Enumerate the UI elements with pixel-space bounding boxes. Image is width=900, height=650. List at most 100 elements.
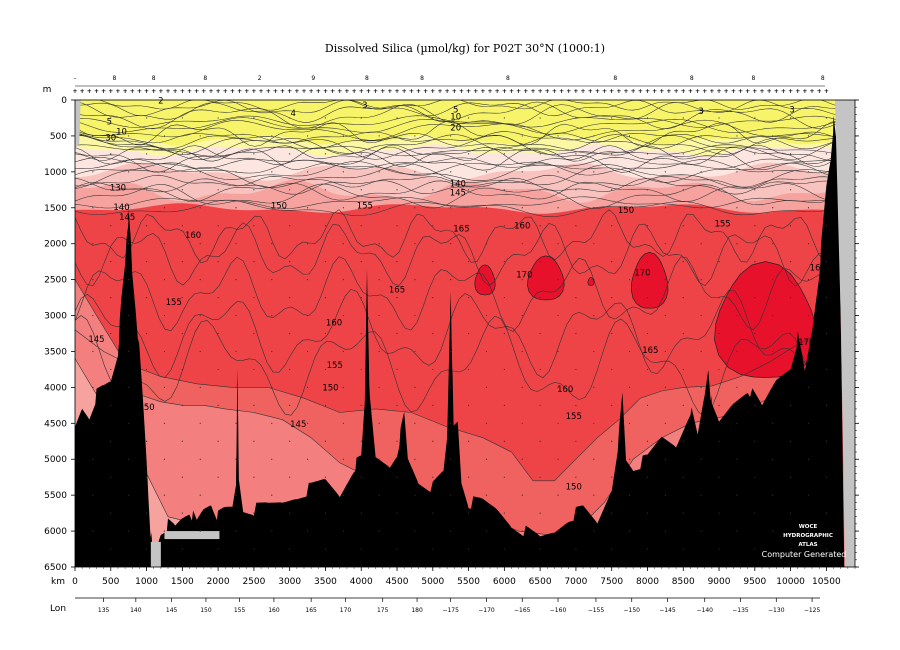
sample-dot bbox=[485, 422, 488, 424]
sample-dot bbox=[718, 189, 720, 191]
sample-dot bbox=[807, 314, 810, 317]
sample-dot bbox=[414, 171, 416, 173]
sample-dot bbox=[718, 225, 720, 227]
sample-dot bbox=[92, 171, 94, 173]
sample-dot bbox=[432, 368, 434, 371]
sample-dot bbox=[378, 135, 380, 137]
sample-dot bbox=[378, 458, 380, 460]
station-mark: + bbox=[581, 88, 586, 95]
station-mark: + bbox=[631, 88, 636, 95]
sample-dot bbox=[92, 494, 94, 496]
contour-label: 155 bbox=[166, 298, 182, 308]
x-tick-label: 2500 bbox=[242, 577, 265, 587]
sample-dot bbox=[646, 512, 649, 514]
sample-dot bbox=[539, 404, 541, 406]
sample-dot bbox=[485, 207, 488, 209]
sample-dot bbox=[92, 530, 94, 532]
sample-dot bbox=[163, 135, 166, 137]
contour-line bbox=[75, 159, 855, 176]
sample-dot bbox=[557, 458, 559, 460]
sample-dot bbox=[521, 494, 523, 496]
lon-tick-label: −160 bbox=[550, 607, 567, 614]
sample-dot bbox=[217, 332, 219, 335]
sample-dot bbox=[503, 404, 505, 406]
station-mark: + bbox=[366, 88, 371, 95]
contour-label: 160 bbox=[185, 231, 201, 241]
sample-dot bbox=[700, 279, 702, 281]
sample-dot bbox=[360, 117, 362, 119]
station-mark: + bbox=[244, 88, 249, 95]
station-label: 9 bbox=[311, 75, 315, 82]
sample-dot bbox=[485, 350, 488, 353]
sample-dot bbox=[253, 261, 255, 263]
contour-label: 150 bbox=[322, 383, 338, 393]
sample-dot bbox=[772, 422, 774, 424]
sample-dot bbox=[789, 476, 792, 478]
sample-dot bbox=[342, 135, 344, 137]
station-mark: + bbox=[309, 88, 314, 95]
sample-dot bbox=[772, 207, 774, 209]
station-mark: + bbox=[80, 88, 85, 95]
station-mark: + bbox=[280, 88, 285, 95]
station-mark: + bbox=[94, 88, 99, 95]
sample-dot bbox=[736, 494, 738, 496]
contour-label: 155 bbox=[714, 220, 730, 230]
sample-dot bbox=[736, 458, 738, 460]
sample-dot bbox=[593, 350, 595, 353]
station-label: – bbox=[74, 75, 77, 82]
station-mark: + bbox=[173, 88, 178, 95]
sample-dot bbox=[485, 135, 488, 137]
station-mark: + bbox=[87, 88, 92, 95]
axes: 0500100015002000250030003500400045005000… bbox=[43, 85, 859, 614]
sample-dot bbox=[217, 117, 219, 119]
sample-dot bbox=[825, 117, 827, 119]
contour-label: 20 bbox=[450, 123, 461, 133]
sample-dot bbox=[557, 494, 559, 496]
sample-dot bbox=[754, 296, 756, 299]
sample-dot bbox=[754, 153, 756, 155]
station-mark: + bbox=[480, 88, 485, 95]
station-mark: + bbox=[623, 88, 628, 95]
station-mark: + bbox=[652, 88, 657, 95]
sample-dot bbox=[145, 548, 148, 550]
contour-line bbox=[75, 132, 855, 150]
sample-dot bbox=[754, 404, 756, 406]
sample-dot bbox=[145, 332, 148, 335]
x-axis-label: km bbox=[51, 577, 65, 587]
lon-tick-label: 165 bbox=[305, 607, 317, 614]
sample-dot bbox=[754, 261, 756, 263]
lon-tick-label: 175 bbox=[377, 607, 389, 614]
sample-dot bbox=[664, 314, 666, 317]
contour-line bbox=[75, 144, 855, 162]
station-mark: + bbox=[638, 88, 643, 95]
sample-dot bbox=[253, 368, 255, 371]
station-mark: + bbox=[602, 88, 607, 95]
y-tick-label: 1000 bbox=[44, 168, 67, 178]
contour-label: 145 bbox=[88, 335, 104, 345]
sample-dot bbox=[539, 153, 541, 155]
contour-line bbox=[75, 256, 855, 333]
station-mark: + bbox=[352, 88, 357, 95]
sample-dot bbox=[539, 117, 541, 119]
contour-label: 165 bbox=[810, 263, 826, 273]
sample-dot bbox=[92, 243, 94, 245]
sample-dot bbox=[432, 440, 434, 442]
sample-dot bbox=[289, 332, 291, 335]
sample-dot bbox=[521, 207, 523, 209]
sample-dot bbox=[807, 386, 810, 388]
sample-dot bbox=[789, 368, 792, 371]
sample-dot bbox=[485, 171, 488, 173]
station-label: 8 bbox=[690, 75, 694, 82]
sample-dot bbox=[145, 261, 148, 263]
x-tick-label: 9000 bbox=[708, 577, 731, 587]
station-mark: + bbox=[123, 88, 128, 95]
sample-dot bbox=[503, 261, 505, 263]
sample-dot bbox=[360, 261, 362, 263]
sample-dot bbox=[342, 243, 344, 245]
sample-dot bbox=[700, 207, 702, 209]
contour-label: 160 bbox=[326, 319, 342, 329]
station-mark: + bbox=[437, 88, 442, 95]
station-mark: + bbox=[194, 88, 199, 95]
y-tick-label: 500 bbox=[50, 132, 67, 142]
sample-dot bbox=[324, 404, 327, 406]
